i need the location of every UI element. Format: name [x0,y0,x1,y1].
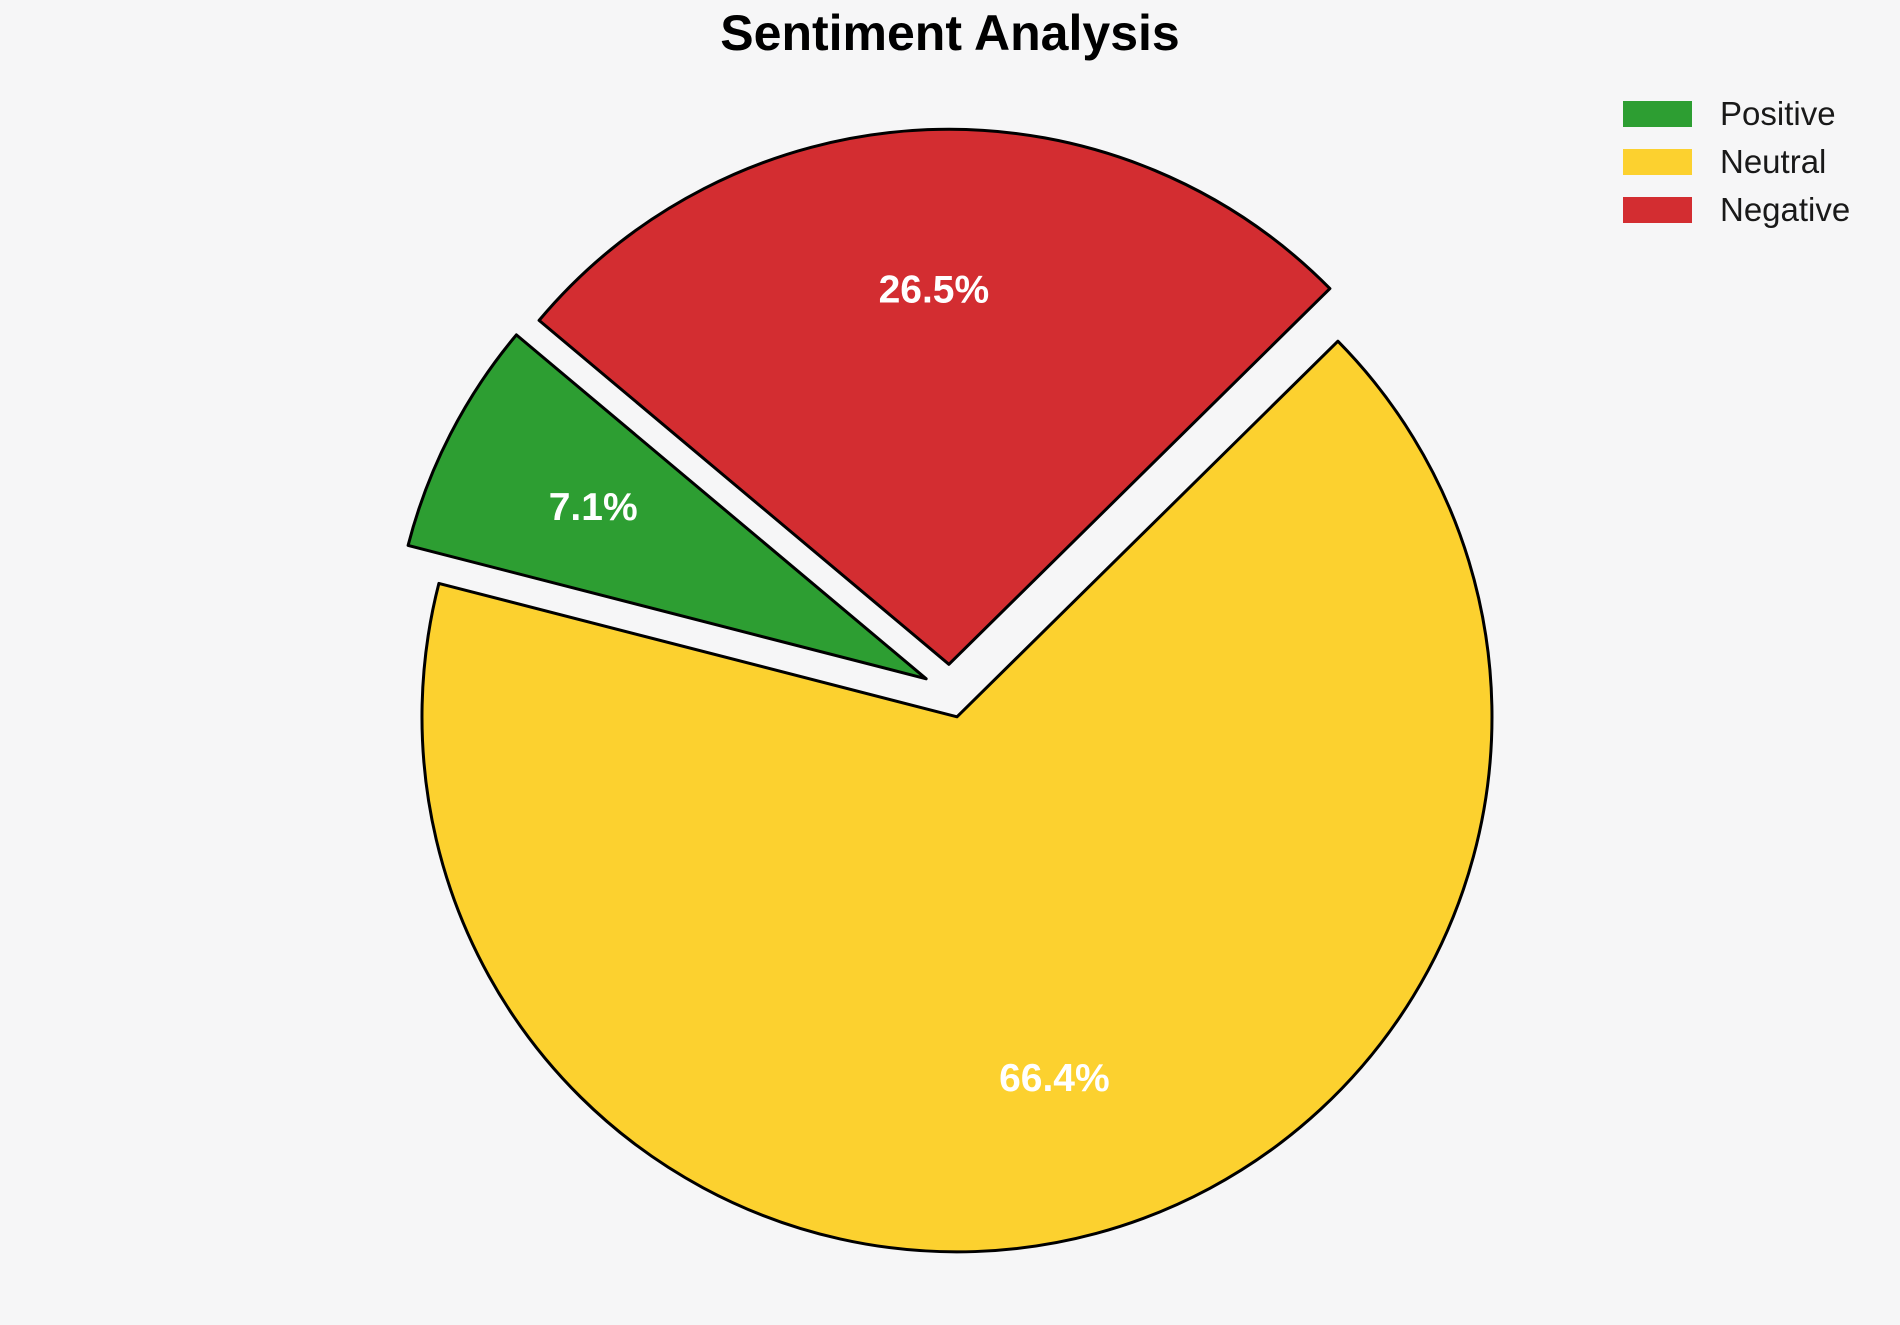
legend: Positive Neutral Negative [1623,95,1851,245]
pct-label-negative: 26.5% [879,269,990,312]
legend-label-positive: Positive [1720,95,1836,132]
legend-label-negative: Negative [1720,191,1851,228]
pct-label-positive: 7.1% [549,486,638,529]
legend-label-neutral: Neutral [1720,143,1827,180]
pie-percent-labels: 7.1% 66.4% 26.5% [549,269,1110,1100]
legend-swatch-positive [1623,101,1692,127]
legend-item-positive: Positive [1623,95,1850,132]
legend-swatch-neutral [1623,149,1692,175]
legend-item-neutral: Neutral [1623,143,1850,180]
pct-label-neutral: 66.4% [999,1057,1110,1100]
legend-item-negative: Negative [1623,191,1851,228]
chart-title: Sentiment Analysis [720,5,1180,61]
pie-slice-neutral [420,339,1494,1254]
pie-slice-positive [406,333,928,681]
pie-slices [406,127,1494,1254]
pie-slice-negative [537,127,1332,666]
legend-swatch-negative [1623,197,1692,223]
